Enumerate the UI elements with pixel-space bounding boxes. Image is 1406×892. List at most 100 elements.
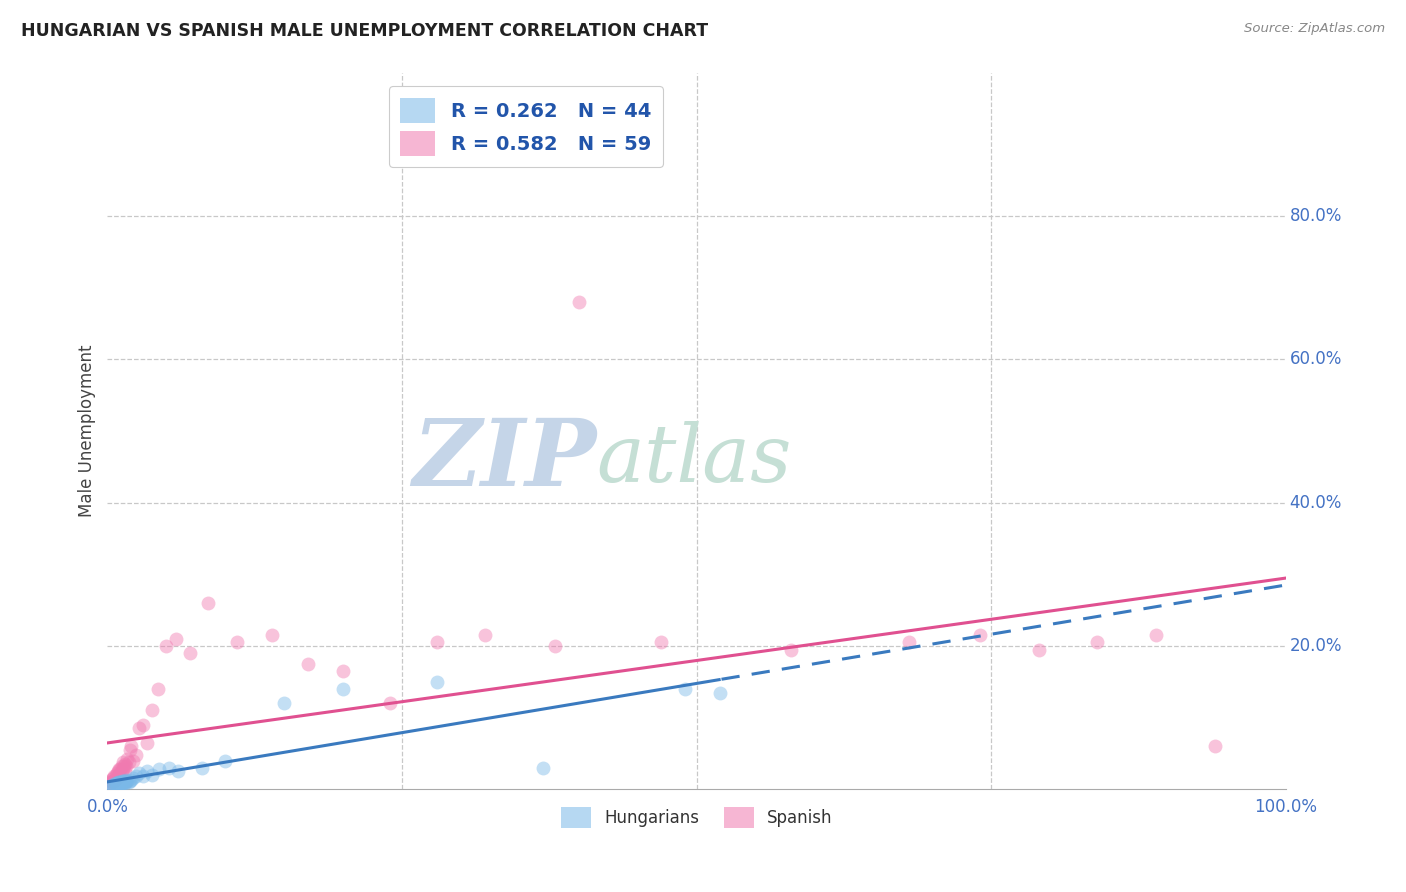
Point xyxy=(105,772,128,786)
Point xyxy=(111,774,134,789)
Point xyxy=(111,762,134,776)
Point xyxy=(128,766,150,780)
Point xyxy=(112,775,135,789)
Text: ZIP: ZIP xyxy=(412,415,596,505)
Point xyxy=(103,779,125,793)
Point xyxy=(118,773,141,788)
Point xyxy=(100,773,122,788)
Point xyxy=(110,776,132,790)
Point xyxy=(110,775,132,789)
Point xyxy=(132,718,155,732)
Point xyxy=(107,777,129,791)
Point xyxy=(110,776,132,790)
Point xyxy=(117,775,139,789)
Point xyxy=(104,778,127,792)
Point xyxy=(107,764,129,779)
Point xyxy=(110,762,132,776)
Point xyxy=(124,747,146,762)
Point xyxy=(115,775,138,789)
Point xyxy=(103,777,125,791)
Y-axis label: Male Unemployment: Male Unemployment xyxy=(79,345,96,517)
Point xyxy=(114,773,136,788)
Point xyxy=(103,773,125,788)
Point xyxy=(112,759,135,773)
Text: 20.0%: 20.0% xyxy=(1289,637,1343,655)
Point xyxy=(1087,635,1109,649)
Point xyxy=(533,761,555,775)
Point xyxy=(380,696,402,710)
Point xyxy=(124,769,146,783)
Point xyxy=(104,772,127,787)
Point xyxy=(969,628,991,642)
Point xyxy=(226,635,249,649)
Point xyxy=(105,766,128,780)
Point xyxy=(544,639,567,653)
Point xyxy=(214,754,236,768)
Point xyxy=(157,761,180,775)
Point xyxy=(114,764,136,779)
Point xyxy=(100,775,122,789)
Point xyxy=(110,759,132,773)
Point xyxy=(128,722,150,736)
Point xyxy=(146,681,169,696)
Point xyxy=(101,778,124,792)
Point xyxy=(120,772,142,787)
Point xyxy=(115,759,138,773)
Point xyxy=(179,646,201,660)
Text: atlas: atlas xyxy=(596,421,792,499)
Point xyxy=(297,657,319,671)
Point xyxy=(101,775,124,789)
Point xyxy=(332,664,354,678)
Point xyxy=(780,642,803,657)
Point xyxy=(103,771,125,785)
Point xyxy=(100,779,122,793)
Point xyxy=(141,768,163,782)
Point xyxy=(165,632,187,646)
Text: 80.0%: 80.0% xyxy=(1289,207,1341,225)
Point xyxy=(709,685,731,699)
Point xyxy=(118,743,141,757)
Point xyxy=(105,776,128,790)
Point xyxy=(148,762,170,776)
Point xyxy=(190,761,212,775)
Point xyxy=(568,295,591,310)
Point xyxy=(108,777,131,791)
Text: Source: ZipAtlas.com: Source: ZipAtlas.com xyxy=(1244,22,1385,36)
Point xyxy=(897,635,920,649)
Point xyxy=(122,772,145,786)
Point xyxy=(105,778,128,792)
Point xyxy=(98,776,121,790)
Point xyxy=(426,674,449,689)
Point xyxy=(1204,739,1226,754)
Point xyxy=(117,774,139,789)
Point xyxy=(107,769,129,783)
Point xyxy=(136,736,159,750)
Point xyxy=(141,703,163,717)
Legend: Hungarians, Spanish: Hungarians, Spanish xyxy=(554,800,839,835)
Point xyxy=(111,776,134,790)
Point xyxy=(167,764,190,779)
Point xyxy=(117,755,139,769)
Point xyxy=(136,764,159,779)
Point xyxy=(273,696,295,710)
Point xyxy=(1028,642,1050,657)
Point xyxy=(673,681,696,696)
Point xyxy=(103,769,125,783)
Point xyxy=(332,681,354,696)
Point xyxy=(110,764,132,779)
Point xyxy=(103,773,125,788)
Point xyxy=(107,775,129,789)
Point xyxy=(120,739,142,754)
Point xyxy=(262,628,284,642)
Point xyxy=(197,596,219,610)
Point xyxy=(426,635,449,649)
Point xyxy=(132,769,155,783)
Point xyxy=(110,773,132,788)
Point xyxy=(111,755,134,769)
Point xyxy=(474,628,496,642)
Point xyxy=(108,775,131,789)
Point xyxy=(114,776,136,790)
Point xyxy=(1144,628,1167,642)
Text: HUNGARIAN VS SPANISH MALE UNEMPLOYMENT CORRELATION CHART: HUNGARIAN VS SPANISH MALE UNEMPLOYMENT C… xyxy=(21,22,709,40)
Point xyxy=(104,776,127,790)
